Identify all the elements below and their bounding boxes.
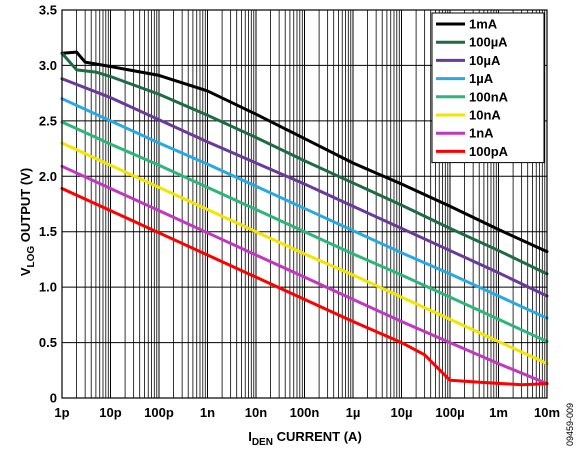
legend: 1mA 100µA 10µA 1µA 100nA 10nA 1nA 100pA: [431, 12, 545, 164]
legend-label: 1mA: [469, 17, 498, 32]
x-tick-label: 100p: [144, 405, 174, 420]
x-tick-label: 10µ: [391, 405, 413, 420]
x-tick-label: 10m: [534, 405, 560, 420]
legend-label: 100µA: [469, 35, 508, 50]
x-tick-label: 10p: [99, 405, 121, 420]
series-line: [60, 141, 549, 366]
x-axis-title-rest: CURRENT (A): [273, 429, 362, 444]
figure-id: 09459-009: [565, 403, 575, 446]
x-tick-label: 100µ: [435, 405, 464, 420]
y-axis-title-sub: LOG: [26, 246, 37, 268]
minor-gridlines: [76, 10, 546, 398]
x-tick-label: 10n: [245, 405, 267, 420]
y-tick-label: 0: [50, 391, 57, 406]
series-line: [60, 120, 549, 343]
y-tick-label: 2.5: [39, 113, 57, 128]
legend-label: 1µA: [469, 71, 494, 86]
x-axis-title-main: I: [248, 429, 252, 444]
x-tick-labels: 1p 10p 100p 1n 10n 100n 1µ 10µ 100µ 1m 10m: [54, 405, 560, 420]
series-lines: [60, 50, 549, 387]
y-tick-label: 2.0: [39, 169, 57, 184]
legend-label: 1nA: [469, 126, 494, 141]
y-axis-title-main: V: [18, 267, 33, 276]
y-tick-labels: 0 0.5 1.0 1.5 2.0 2.5 3.0 3.5: [39, 3, 57, 406]
x-axis-title: IDEN CURRENT (A): [248, 429, 362, 448]
series-line: [60, 51, 549, 276]
series-line: [60, 164, 549, 386]
y-tick-label: 3.0: [39, 58, 57, 73]
y-tick-label: 0.5: [39, 335, 57, 350]
x-axis-title-sub: DEN: [252, 437, 273, 448]
legend-label: 100nA: [469, 89, 509, 104]
x-tick-label: 1n: [200, 405, 215, 420]
series-line: [60, 186, 549, 387]
y-axis-title-rest: OUTPUT (V): [18, 168, 33, 246]
legend-label: 10µA: [469, 53, 501, 68]
y-tick-label: 3.5: [39, 3, 57, 18]
series-line: [60, 50, 549, 254]
y-axis-title: VLOG OUTPUT (V): [18, 168, 37, 276]
y-tick-label: 1.5: [39, 224, 57, 239]
x-tick-label: 1µ: [346, 405, 361, 420]
legend-label: 100pA: [469, 144, 509, 159]
y-tick-label: 1.0: [39, 280, 57, 295]
plot-frame: [61, 9, 548, 399]
x-tick-label: 100n: [290, 405, 320, 420]
series-line: [60, 77, 549, 298]
x-tick-label: 1p: [54, 405, 69, 420]
legend-label: 10nA: [469, 108, 501, 123]
x-tick-label: 1m: [489, 405, 508, 420]
legend-box: [431, 12, 545, 164]
series-line: [60, 97, 549, 320]
